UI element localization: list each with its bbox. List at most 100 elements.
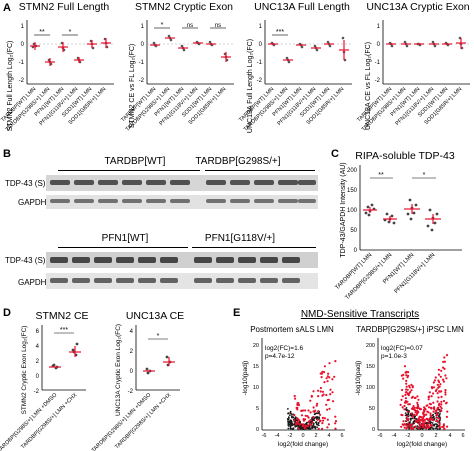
volcano-point-nmd bbox=[410, 383, 413, 386]
volcano-point-nmd bbox=[334, 360, 337, 363]
volcano-point-nmd bbox=[293, 419, 296, 422]
volcano-point bbox=[308, 425, 311, 428]
volcano-point bbox=[436, 428, 439, 430]
volcano-point-nmd bbox=[326, 426, 329, 429]
panel-a2-sig-1: * bbox=[161, 22, 164, 29]
volcano-point-nmd bbox=[416, 395, 419, 398]
volcano-point-nmd bbox=[321, 390, 324, 393]
volcano-point-nmd bbox=[442, 424, 445, 427]
panel-d1-ytick-3: 2 bbox=[36, 359, 40, 365]
volcano-point-nmd bbox=[423, 410, 426, 413]
volcano-point-nmd bbox=[435, 411, 438, 414]
volcano-right-points bbox=[399, 354, 449, 431]
volcano-point-nmd bbox=[415, 420, 418, 423]
volcano-point-nmd bbox=[438, 425, 441, 428]
volcano-point bbox=[289, 425, 292, 428]
volcano-point bbox=[438, 419, 441, 422]
volcano-point-nmd bbox=[405, 382, 408, 385]
panel-a4-ylabel: UNC13A CE vs FL Log₂(FC) bbox=[365, 42, 372, 130]
volcano-point-nmd bbox=[418, 426, 421, 429]
blot-bottom-cond1: PFN1[WT] bbox=[101, 233, 149, 244]
volcano-point-nmd bbox=[403, 423, 406, 426]
volcano-point-nmd bbox=[439, 409, 442, 412]
panel-e-right-ytick-2: 150 bbox=[366, 364, 375, 370]
volcano-point-nmd bbox=[404, 397, 407, 400]
volcano-point-nmd bbox=[443, 360, 446, 363]
volcano-point-nmd bbox=[295, 423, 298, 426]
volcano-point-nmd bbox=[312, 406, 315, 409]
volcano-point-nmd bbox=[313, 410, 316, 413]
volcano-point bbox=[405, 420, 407, 423]
panel-d1-ytick-4: 0 bbox=[36, 374, 40, 380]
volcano-point bbox=[308, 428, 310, 430]
volcano-left-points bbox=[286, 360, 338, 430]
volcano-point-nmd bbox=[417, 419, 420, 422]
volcano-point-nmd bbox=[329, 388, 332, 391]
panel-a3-sig-1: *** bbox=[276, 29, 284, 36]
volcano-point-nmd bbox=[302, 418, 305, 421]
volcano-point-nmd bbox=[311, 421, 314, 424]
volcano-point bbox=[311, 417, 313, 420]
volcano-point-nmd bbox=[321, 427, 324, 430]
volcano-point-nmd bbox=[419, 408, 422, 411]
volcano-point-nmd bbox=[440, 395, 443, 398]
blot-top-cond1: TARDBP[WT] bbox=[104, 156, 166, 167]
panel-a2-ytick-2: 0 bbox=[141, 42, 145, 48]
volcano-point-nmd bbox=[319, 372, 322, 375]
volcano-point-nmd bbox=[433, 379, 436, 382]
volcano-point-nmd bbox=[333, 375, 336, 378]
panel-a2-ytick-1: 1 bbox=[141, 24, 145, 30]
volcano-point-nmd bbox=[410, 412, 413, 415]
volcano-point-nmd bbox=[444, 402, 448, 405]
panel-a3-ytick-3: -1 bbox=[257, 60, 263, 66]
volcano-point bbox=[314, 426, 316, 429]
volcano-point-nmd bbox=[429, 406, 433, 409]
panel-d1-ytick-1: 6 bbox=[36, 329, 40, 335]
volcano-point-nmd bbox=[442, 366, 445, 369]
volcano-point-nmd bbox=[427, 421, 430, 424]
volcano-point bbox=[299, 426, 302, 429]
volcano-point-nmd bbox=[425, 417, 428, 421]
volcano-point-nmd bbox=[406, 400, 409, 403]
volcano-point bbox=[291, 424, 294, 427]
volcano-point-nmd bbox=[312, 416, 315, 419]
volcano-point-nmd bbox=[415, 413, 418, 416]
volcano-point-nmd bbox=[411, 385, 414, 388]
panel-e-left-xtick-3: -2 bbox=[288, 433, 293, 439]
blot-bottom-gapdh-label: GAPDH bbox=[18, 278, 47, 287]
panel-c-ytick-2: 150 bbox=[347, 188, 358, 194]
volcano-point-nmd bbox=[405, 371, 408, 374]
volcano-point-nmd bbox=[405, 379, 408, 382]
volcano-point bbox=[315, 412, 318, 414]
volcano-point-nmd bbox=[407, 417, 410, 420]
volcano-point bbox=[288, 414, 291, 417]
volcano-point-nmd bbox=[426, 410, 429, 413]
volcano-point bbox=[431, 414, 434, 417]
volcano-point bbox=[311, 425, 314, 428]
volcano-point-nmd bbox=[442, 399, 446, 403]
volcano-point-nmd bbox=[315, 404, 318, 407]
panel-letter-d: D bbox=[3, 307, 11, 319]
panel-e-left-xtick-2: -4 bbox=[275, 433, 280, 439]
panel-e-left-subtitle: Postmortem sALS LMN bbox=[250, 325, 334, 334]
panel-e-right-xtick-4: 0 bbox=[420, 433, 423, 439]
volcano-point bbox=[416, 425, 419, 427]
volcano-point-nmd bbox=[327, 398, 330, 401]
volcano-point-nmd bbox=[430, 395, 433, 398]
panel-e-right-ytick-4: 50 bbox=[369, 406, 375, 412]
volcano-point-nmd bbox=[322, 419, 325, 422]
volcano-point bbox=[289, 410, 292, 413]
volcano-point-nmd bbox=[318, 420, 322, 423]
volcano-point bbox=[294, 416, 297, 419]
volcano-point-nmd bbox=[444, 393, 447, 396]
volcano-point-nmd bbox=[444, 389, 447, 392]
volcano-point bbox=[406, 414, 409, 416]
volcano-point-nmd bbox=[436, 400, 439, 403]
volcano-point-nmd bbox=[406, 425, 409, 429]
volcano-point-nmd bbox=[436, 416, 439, 419]
volcano-point bbox=[315, 421, 317, 424]
volcano-point-nmd bbox=[307, 409, 310, 412]
volcano-point-nmd bbox=[431, 419, 435, 422]
volcano-point-nmd bbox=[444, 374, 447, 377]
